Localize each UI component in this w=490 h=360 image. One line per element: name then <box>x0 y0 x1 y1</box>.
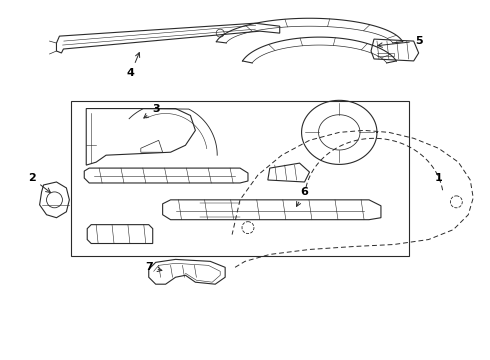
Text: 7: 7 <box>145 262 162 272</box>
Text: 3: 3 <box>144 104 160 118</box>
Text: 1: 1 <box>435 173 442 183</box>
Text: 2: 2 <box>28 173 50 193</box>
Text: 5: 5 <box>378 36 422 47</box>
Bar <box>72 100 409 256</box>
Text: 4: 4 <box>127 53 140 78</box>
Text: 6: 6 <box>296 187 309 206</box>
